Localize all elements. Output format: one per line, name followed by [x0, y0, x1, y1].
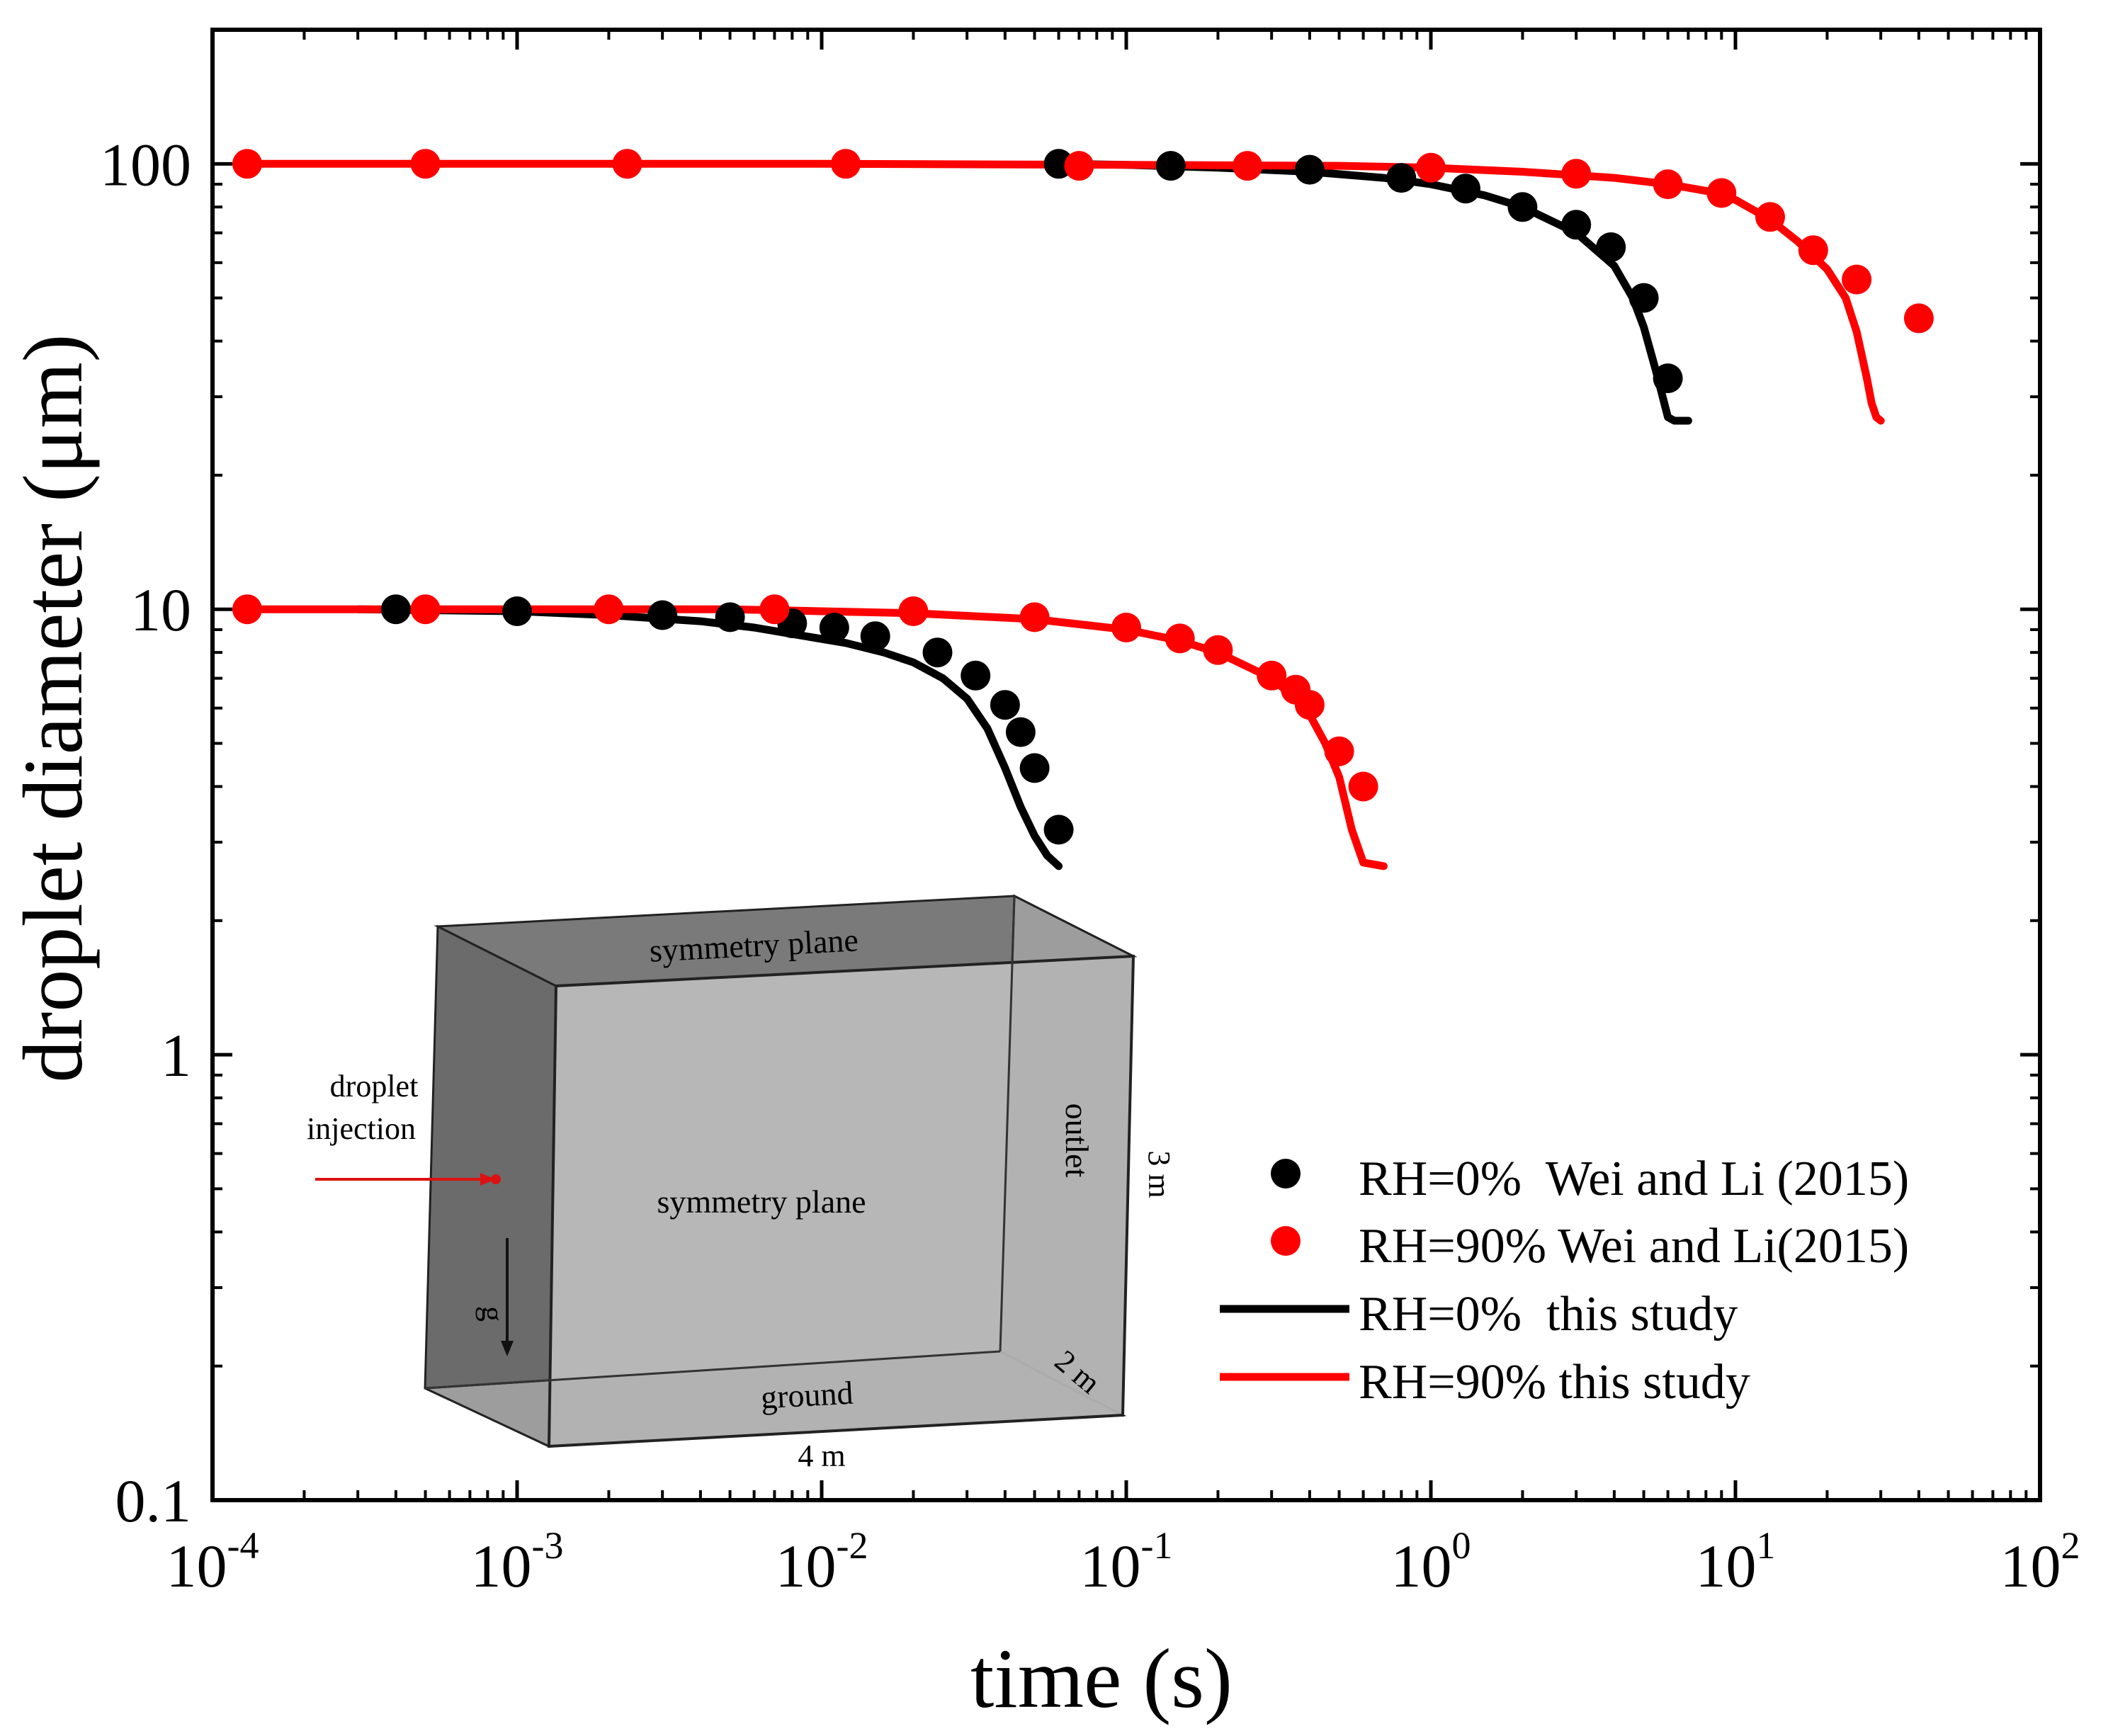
data-point	[647, 600, 678, 630]
data-point	[1043, 815, 1074, 845]
data-point	[1416, 152, 1446, 183]
y-tick-label: 0.1	[115, 1467, 192, 1535]
inset-injection-label-2: injection	[307, 1111, 416, 1146]
x-tick-label: 10-3	[471, 1524, 564, 1600]
data-point	[1165, 623, 1195, 654]
data-point	[232, 149, 262, 179]
data-point	[1233, 151, 1263, 181]
data-point	[898, 596, 929, 626]
data-point	[410, 149, 441, 179]
data-point	[1005, 717, 1036, 747]
inset-front-label: symmetry plane	[657, 1184, 866, 1220]
inset-right-label: outlet	[1059, 1104, 1095, 1178]
data-point	[1755, 202, 1785, 232]
axes: 10-4 10-3 10-2 10-1 100 101 102 0.1 1 10 100	[100, 28, 2080, 1600]
data-point	[1064, 151, 1094, 181]
data-point	[1903, 303, 1934, 334]
data-point	[1019, 753, 1050, 783]
legend-label: RH=90% Wei and Li(2015)	[1359, 1219, 1909, 1273]
data-point	[1019, 602, 1050, 632]
y-tick-label: 1	[161, 1021, 191, 1089]
data-point	[594, 594, 624, 625]
legend: RH=0% Wei and Li (2015) RH=90% Wei and Li…	[1220, 1152, 1909, 1409]
inset-bottom-label: ground	[760, 1375, 854, 1416]
data-point	[922, 637, 953, 668]
x-axis-label: time (s)	[970, 1631, 1233, 1725]
legend-marker	[1271, 1226, 1301, 1256]
inset-left-face	[424, 924, 557, 1448]
data-point	[1798, 235, 1828, 266]
legend-label: RH=0% this study	[1359, 1287, 1738, 1341]
data-point	[1653, 363, 1683, 394]
data-point	[715, 602, 745, 632]
y-tick-label: 10	[130, 576, 191, 644]
data-point	[1706, 178, 1737, 208]
x-tick-label: 10-1	[1080, 1524, 1173, 1600]
x-tick-label: 101	[1696, 1524, 1776, 1600]
data-point	[990, 690, 1020, 720]
data-point	[1561, 210, 1592, 240]
y-tick-label: 100	[100, 130, 191, 198]
data-point	[1294, 690, 1325, 720]
data-point	[1386, 163, 1417, 193]
inset-edge	[424, 1350, 1001, 1390]
inset-dim-height: 3 m	[1142, 1150, 1177, 1198]
inset-gravity-label: g	[475, 1306, 510, 1322]
inset-dim-length: 4 m	[798, 1439, 845, 1473]
injection-point	[491, 1174, 501, 1184]
gravity-arrow-head	[501, 1341, 514, 1356]
x-tick-label: 10-2	[776, 1524, 868, 1600]
y-axis-label: droplet diameter (μm)	[6, 334, 100, 1082]
data-point	[612, 149, 642, 179]
data-point	[1257, 660, 1287, 691]
data-point	[819, 613, 849, 642]
legend-label: RH=90% this study	[1359, 1355, 1750, 1409]
data-point	[1653, 169, 1683, 200]
data-point	[232, 594, 262, 625]
plot-content	[232, 149, 1934, 870]
legend-label: RH=0% Wei and Li (2015)	[1359, 1152, 1909, 1206]
data-point	[1451, 174, 1480, 204]
data-point	[1842, 264, 1872, 295]
inset-front-face	[547, 954, 1135, 1448]
inset-edge	[999, 895, 1016, 1352]
data-point	[1155, 151, 1186, 181]
data-point	[1628, 283, 1659, 313]
inset-injection-label-1: droplet	[330, 1069, 419, 1104]
x-tick-label: 102	[2000, 1524, 2080, 1600]
x-tick-label: 100	[1391, 1524, 1471, 1600]
data-point	[1561, 159, 1592, 189]
data-point	[1324, 736, 1354, 766]
series-line-2-0	[1055, 159, 1692, 425]
data-point	[759, 594, 790, 625]
data-point	[410, 594, 441, 625]
data-point	[1348, 771, 1378, 802]
injection-arrow-head	[480, 1173, 496, 1186]
data-point	[961, 660, 991, 691]
data-point	[1111, 613, 1141, 642]
data-point	[1596, 232, 1626, 262]
data-point	[502, 596, 532, 626]
data-point	[380, 594, 411, 625]
data-point	[831, 149, 861, 179]
data-point	[1294, 154, 1325, 185]
data-point	[1507, 192, 1538, 222]
data-point	[1203, 635, 1233, 665]
data-point	[860, 621, 890, 652]
x-tick-label: 10-4	[166, 1524, 259, 1600]
legend-marker	[1271, 1159, 1301, 1188]
